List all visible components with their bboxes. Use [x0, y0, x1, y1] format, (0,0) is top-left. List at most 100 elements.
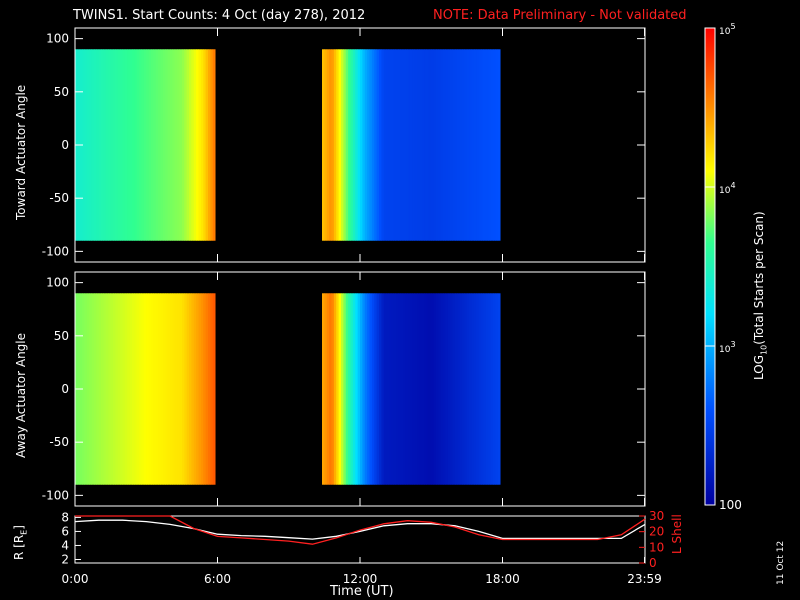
heatmap-cell [431, 293, 435, 485]
heatmap-cell [424, 293, 427, 485]
heatmap-cell [174, 293, 178, 485]
heatmap-cell [132, 49, 135, 241]
colorbar: 105 104 103 100 [704, 22, 742, 512]
heatmap-cell [362, 293, 366, 485]
heatmap-cell [167, 293, 171, 485]
heatmap-cell [474, 293, 477, 485]
heatmap-cell [184, 49, 188, 241]
heatmap-cell [113, 49, 116, 241]
heatmap-cell [390, 49, 394, 241]
heatmap-cell [462, 293, 465, 485]
y-tick-label: -50 [49, 435, 69, 449]
heatmap-cell [115, 293, 119, 485]
heatmap-cell [348, 49, 351, 241]
y-tick-label: -100 [42, 488, 69, 502]
toward-heatmap-panel: 100 50 0 -50 -100 [42, 27, 646, 263]
heatmap-cell [388, 49, 392, 241]
heatmap-cell [476, 293, 480, 485]
heatmap-cell [369, 293, 373, 485]
heatmap-cell [84, 293, 88, 485]
heatmap-cell [447, 293, 451, 485]
heatmap-cell [193, 293, 197, 485]
heatmap-cell [445, 49, 449, 241]
heatmap-cell [412, 293, 416, 485]
heatmap-cell [203, 293, 207, 485]
heatmap-cell [438, 293, 442, 485]
heatmap-cell [405, 49, 408, 241]
heatmap-cell [122, 293, 126, 485]
heatmap-cell [495, 293, 499, 485]
heatmap-cell [205, 49, 209, 241]
heatmap-cell [127, 49, 131, 241]
heatmap-cell [424, 49, 427, 241]
heatmap-cell [324, 293, 328, 485]
heatmap-cell [493, 293, 496, 485]
heatmap-cell [457, 293, 461, 485]
heatmap-cell [395, 293, 399, 485]
heatmap-cell [352, 293, 356, 485]
heatmap-cell [426, 49, 430, 241]
heatmap-cell [117, 293, 121, 485]
colorbar-tick-label: 100 [719, 498, 742, 512]
heatmap-cell [181, 293, 185, 485]
heatmap-cell [124, 293, 128, 485]
heatmap-cell [459, 49, 463, 241]
heatmap-cell [341, 49, 344, 241]
heatmap-cell [103, 49, 107, 241]
heatmap-cell [155, 49, 159, 241]
heatmap-cell [438, 49, 442, 241]
heatmap-cell [139, 293, 142, 485]
y-tick-label: -100 [42, 244, 69, 258]
y-tick-label: 50 [54, 85, 69, 99]
heatmap-cell [419, 49, 423, 241]
heatmap-cell [134, 293, 138, 485]
heatmap-cell [191, 293, 195, 485]
heatmap-cell [414, 293, 418, 485]
heatmap-cell [355, 293, 359, 485]
heatmap-cell [108, 49, 112, 241]
y-tick-label: 0 [61, 382, 69, 396]
heatmap-cell [393, 293, 397, 485]
y-tick-label: 4 [61, 538, 69, 552]
heatmap-cell [362, 49, 366, 241]
heatmap-cell [89, 49, 93, 241]
heatmap-cell [457, 49, 461, 241]
heatmap-cell [471, 49, 475, 241]
colorbar-tick-label: 105 [719, 22, 736, 37]
heatmap-cell [196, 49, 199, 241]
heatmap-cell [129, 49, 133, 241]
heatmap-cell [395, 49, 399, 241]
heatmap-cell [469, 49, 473, 241]
heatmap-cell [445, 293, 449, 485]
heatmap-cell [483, 293, 487, 485]
heatmap-cell [364, 49, 368, 241]
heatmap-cell [481, 49, 484, 241]
heatmap-cell [464, 49, 468, 241]
heatmap-cell [369, 49, 373, 241]
heatmap-cell [367, 49, 370, 241]
heatmap-cell [333, 49, 337, 241]
heatmap-cell [452, 293, 456, 485]
heatmap-cell [497, 49, 501, 241]
heatmap-cell [91, 293, 95, 485]
heatmap-cell [184, 293, 188, 485]
heatmap-cell [485, 49, 489, 241]
heatmap-cell [82, 293, 85, 485]
heatmap-cell [393, 49, 397, 241]
heatmap-cell [115, 49, 119, 241]
x-tick-label: 18:00 [485, 572, 520, 586]
heatmap-cell [417, 293, 420, 485]
heatmap-cell [421, 49, 425, 241]
heatmap-cell [436, 49, 439, 241]
heatmap-cell [189, 293, 192, 485]
heatmap-cell [371, 49, 375, 241]
heatmap-cell [400, 49, 404, 241]
heatmap-cell [329, 293, 332, 485]
heatmap-cell [381, 49, 385, 241]
heatmap-cell [381, 293, 385, 485]
heatmap-cell [478, 49, 482, 241]
heatmap-cell [374, 49, 378, 241]
heatmap-cell [338, 49, 342, 241]
